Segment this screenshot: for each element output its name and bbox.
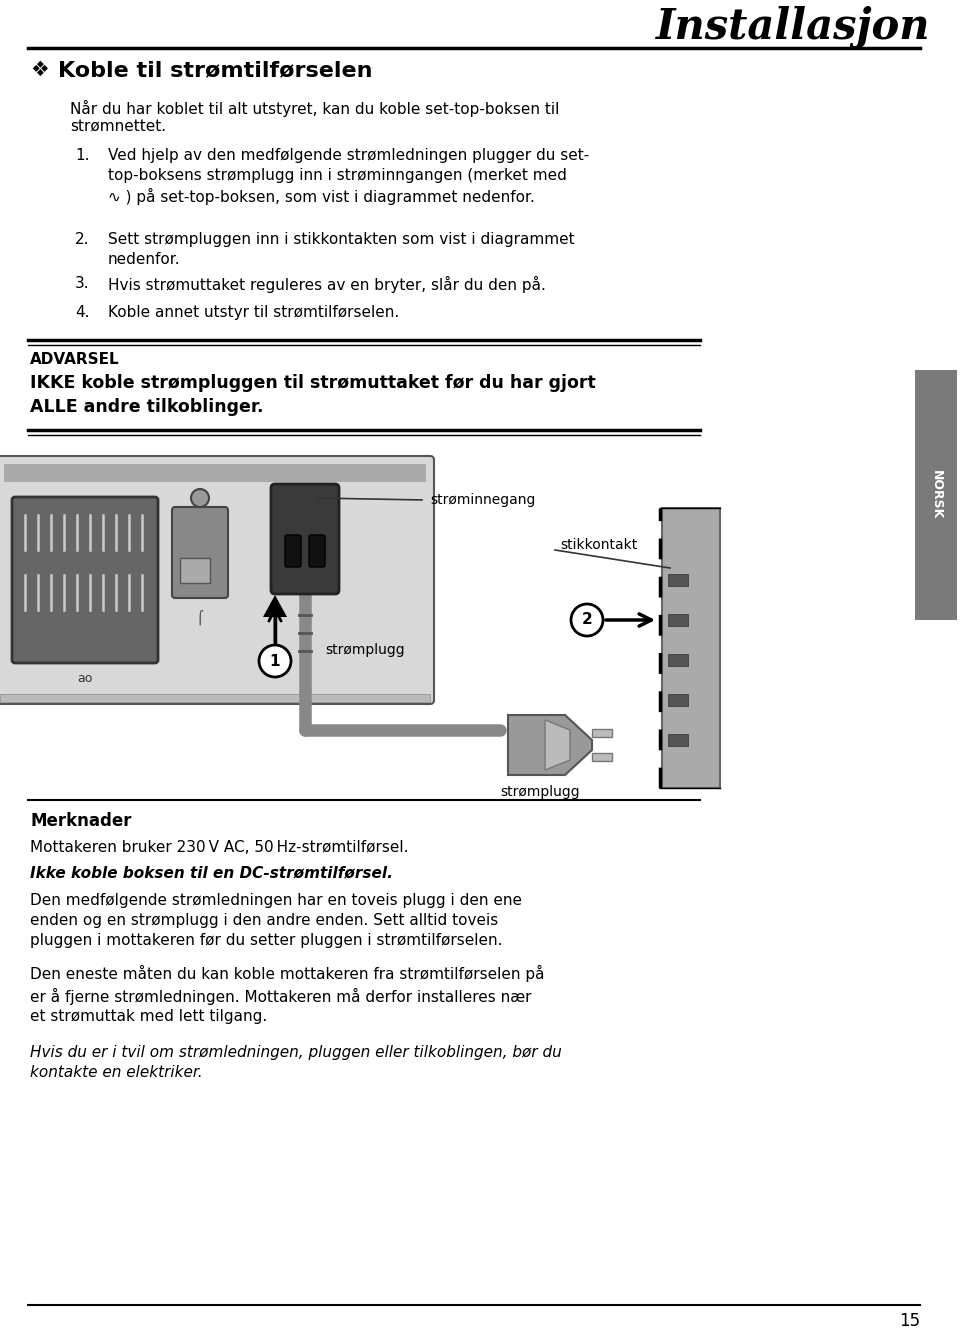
Bar [0, 695, 430, 703]
Bar [668, 614, 688, 625]
Bar [668, 574, 688, 586]
Bar [0, 445, 760, 790]
Text: 4.: 4. [75, 305, 89, 320]
Bar [180, 558, 210, 583]
FancyBboxPatch shape [271, 483, 339, 594]
Bar [668, 653, 688, 667]
Text: Merknader: Merknader [30, 811, 132, 830]
Bar [592, 753, 612, 761]
Text: 1.: 1. [75, 147, 89, 163]
Text: 2.: 2. [75, 232, 89, 247]
FancyBboxPatch shape [0, 456, 434, 704]
Bar [668, 734, 688, 746]
Text: 15: 15 [899, 1312, 920, 1328]
Text: Ikke koble boksen til en DC-strømtilførsel.: Ikke koble boksen til en DC-strømtilførs… [30, 865, 393, 880]
Bar [4, 463, 426, 482]
FancyBboxPatch shape [309, 535, 325, 567]
Text: Hvis strømuttaket reguleres av en bryter, slår du den på.: Hvis strømuttaket reguleres av en bryter… [108, 276, 546, 293]
Text: Installasjon: Installasjon [656, 5, 930, 48]
Bar [668, 695, 688, 706]
Text: ADVARSEL: ADVARSEL [30, 352, 120, 367]
Bar [592, 729, 612, 737]
Text: Koble til strømtilførselen: Koble til strømtilførselen [58, 60, 372, 80]
Bar [915, 371, 957, 620]
Text: 1: 1 [270, 653, 280, 668]
Text: 2: 2 [582, 612, 592, 628]
Text: ao: ao [78, 672, 93, 684]
Text: Sett strømpluggen inn i stikkontakten som vist i diagrammet
nedenfor.: Sett strømpluggen inn i stikkontakten so… [108, 232, 575, 267]
Text: IKKE koble strømpluggen til strømuttaket før du har gjort: IKKE koble strømpluggen til strømuttaket… [30, 374, 596, 392]
Bar [662, 509, 720, 788]
FancyBboxPatch shape [285, 535, 301, 567]
Text: Når du har koblet til alt utstyret, kan du koble set-top-boksen til
strømnettet.: Når du har koblet til alt utstyret, kan … [70, 100, 560, 134]
Text: Koble annet utstyr til strømtilførselen.: Koble annet utstyr til strømtilførselen. [108, 305, 399, 320]
Text: stikkontakt: stikkontakt [560, 538, 637, 552]
FancyBboxPatch shape [172, 507, 228, 598]
Circle shape [191, 489, 209, 507]
Text: Den medfølgende strømledningen har en toveis plugg i den ene
enden og en strømpl: Den medfølgende strømledningen har en to… [30, 892, 522, 948]
Polygon shape [508, 714, 592, 776]
Text: strømplugg: strømplugg [500, 785, 580, 799]
Text: Ved hjelp av den medfølgende strømledningen plugger du set-
top-boksens strømplu: Ved hjelp av den medfølgende strømlednin… [108, 147, 589, 206]
Text: ❖: ❖ [30, 60, 49, 80]
Text: strøminnegang: strøminnegang [430, 493, 536, 507]
Polygon shape [263, 595, 287, 618]
Circle shape [571, 604, 603, 636]
Text: Mottakeren bruker 230 V AC, 50 Hz-strømtilførsel.: Mottakeren bruker 230 V AC, 50 Hz-strømt… [30, 841, 409, 855]
Circle shape [259, 645, 291, 677]
Text: ALLE andre tilkoblinger.: ALLE andre tilkoblinger. [30, 398, 263, 416]
Text: ⌠: ⌠ [197, 610, 204, 624]
Text: Den eneste måten du kan koble mottakeren fra strømtilførselen på
er å fjerne str: Den eneste måten du kan koble mottakeren… [30, 965, 544, 1024]
Polygon shape [545, 720, 570, 770]
Text: strømplugg: strømplugg [325, 643, 404, 657]
Text: 3.: 3. [75, 276, 89, 291]
FancyBboxPatch shape [12, 497, 158, 663]
Text: Hvis du er i tvil om strømledningen, pluggen eller tilkoblingen, bør du
kontakte: Hvis du er i tvil om strømledningen, plu… [30, 1045, 562, 1080]
Text: NORSK: NORSK [929, 470, 943, 519]
